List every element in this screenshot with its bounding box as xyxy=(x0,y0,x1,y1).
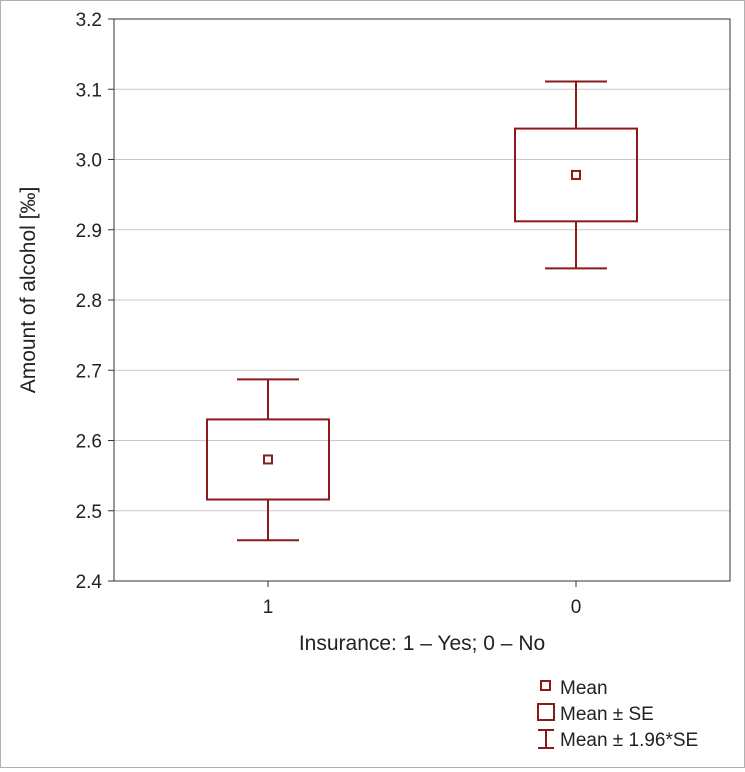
data-marks xyxy=(206,80,638,542)
y-tick-label: 2.9 xyxy=(76,221,102,242)
y-tick-label: 2.8 xyxy=(76,291,102,312)
se-box xyxy=(514,127,638,223)
x-tick-label: 0 xyxy=(571,597,582,618)
y-tick-label: 2.7 xyxy=(76,361,102,382)
y-axis: 2.4 2.5 2.6 2.7 2.8 2.9 3.0 3.1 3.2 xyxy=(76,10,114,593)
se-box xyxy=(206,418,330,501)
legend-item-se: Mean ± SE xyxy=(560,704,654,725)
legend-se-box-symbol xyxy=(537,703,555,721)
mean-marker xyxy=(263,454,273,465)
y-tick-label: 3.0 xyxy=(76,151,102,172)
y-axis-label: Amount of alcohol [‰] xyxy=(17,187,40,394)
grid-lines xyxy=(114,88,730,512)
x-axis-label: Insurance: 1 – Yes; 0 – No xyxy=(299,632,545,655)
mean-marker xyxy=(571,169,581,180)
legend: Mean Mean ± SE Mean ± 1.96*SE xyxy=(537,678,698,751)
y-tick-label: 3.2 xyxy=(76,10,102,31)
legend-whisker-symbol xyxy=(538,729,554,749)
y-tick-label: 2.5 xyxy=(76,502,102,523)
y-tick-label: 2.6 xyxy=(76,432,102,453)
y-tick-label: 2.4 xyxy=(76,572,103,593)
legend-item-mean: Mean xyxy=(560,678,608,699)
y-tick-label: 3.1 xyxy=(76,80,102,101)
x-tick-label: 1 xyxy=(263,597,274,618)
legend-mean-symbol xyxy=(540,680,551,691)
legend-item-ci: Mean ± 1.96*SE xyxy=(560,730,698,751)
